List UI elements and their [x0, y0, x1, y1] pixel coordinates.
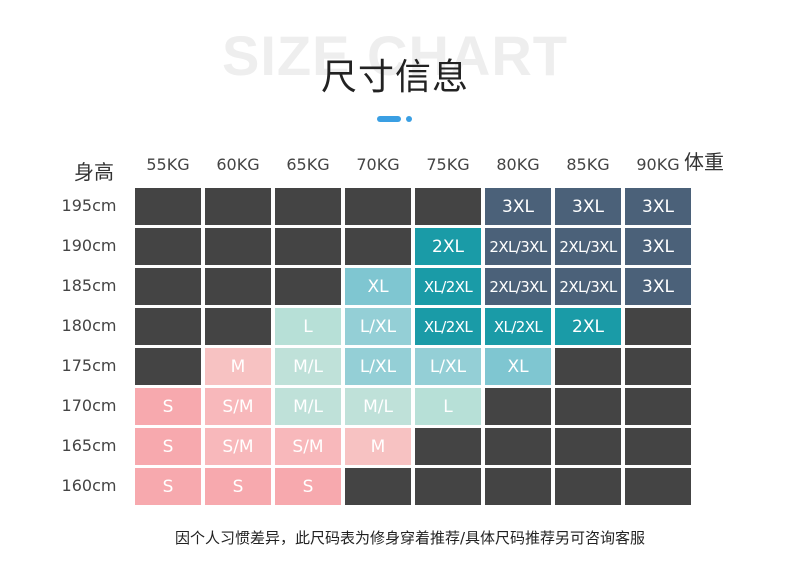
empty-cell: [205, 268, 271, 305]
weight-label: 75KG: [426, 155, 470, 174]
size-cell: S: [275, 468, 341, 505]
size-cell: L: [415, 388, 481, 425]
weight-label: 55KG: [146, 155, 190, 174]
empty-cell: [205, 228, 271, 265]
size-cell: L/XL: [415, 348, 481, 385]
size-cell: S: [205, 468, 271, 505]
size-cell: XL: [485, 348, 551, 385]
empty-cell: [625, 348, 691, 385]
empty-cell: [625, 468, 691, 505]
size-cell: L: [275, 308, 341, 345]
size-cell: S: [135, 428, 201, 465]
height-label: 180cm: [61, 316, 117, 335]
empty-cell: [135, 228, 201, 265]
height-axis-label: 身高: [74, 160, 114, 184]
empty-cell: [555, 428, 621, 465]
size-cell: XL: [345, 268, 411, 305]
weight-label: 85KG: [566, 155, 610, 174]
empty-cell: [205, 188, 271, 225]
size-cell: 2XL: [555, 308, 621, 345]
size-cell: 2XL/3XL: [485, 268, 551, 305]
empty-cell: [135, 268, 201, 305]
empty-cell: [485, 468, 551, 505]
weight-label: 60KG: [216, 155, 260, 174]
empty-cell: [555, 468, 621, 505]
title-underline-bar: [377, 116, 401, 122]
size-cell: 2XL/3XL: [555, 268, 621, 305]
empty-cell: [625, 308, 691, 345]
size-cell: XL/2XL: [485, 308, 551, 345]
empty-cell: [275, 188, 341, 225]
size-cell: M/L: [345, 388, 411, 425]
size-cell: L/XL: [345, 308, 411, 345]
size-cell: 2XL: [415, 228, 481, 265]
size-cell: S: [135, 468, 201, 505]
weight-label: 90KG: [636, 155, 680, 174]
empty-cell: [205, 308, 271, 345]
empty-cell: [345, 228, 411, 265]
empty-cell: [135, 308, 201, 345]
empty-cell: [135, 188, 201, 225]
empty-cell: [485, 428, 551, 465]
height-label: 185cm: [61, 276, 117, 295]
size-cell: XL/2XL: [415, 268, 481, 305]
size-cell: 2XL/3XL: [555, 228, 621, 265]
height-label: 195cm: [61, 196, 117, 215]
size-cell: M/L: [275, 348, 341, 385]
size-cell: XL/2XL: [415, 308, 481, 345]
empty-cell: [555, 348, 621, 385]
size-cell: 2XL/3XL: [485, 228, 551, 265]
title-underline-dot: [406, 116, 412, 122]
empty-cell: [415, 428, 481, 465]
weight-axis-label: 体重: [684, 150, 724, 174]
weight-label: 80KG: [496, 155, 540, 174]
size-cell: 3XL: [625, 188, 691, 225]
empty-cell: [415, 468, 481, 505]
size-cell: 3XL: [625, 228, 691, 265]
height-label: 165cm: [61, 436, 117, 455]
height-label: 190cm: [61, 236, 117, 255]
empty-cell: [345, 468, 411, 505]
size-cell: 3XL: [625, 268, 691, 305]
empty-cell: [625, 428, 691, 465]
background-title: SIZE CHART: [222, 24, 568, 87]
footer-note: 因个人习惯差异，此尺码表为修身穿着推荐/具体尺码推荐另可咨询客服: [174, 529, 646, 547]
size-cell: M/L: [275, 388, 341, 425]
size-cell: M: [345, 428, 411, 465]
height-label: 170cm: [61, 396, 117, 415]
size-cell: 3XL: [485, 188, 551, 225]
size-cell: L/XL: [345, 348, 411, 385]
empty-cell: [345, 188, 411, 225]
size-cell: S: [135, 388, 201, 425]
size-cell: S/M: [205, 388, 271, 425]
size-cell: 3XL: [555, 188, 621, 225]
height-label: 160cm: [61, 476, 117, 495]
size-cell: M: [205, 348, 271, 385]
size-cell: S/M: [275, 428, 341, 465]
page-title: 尺寸信息: [320, 57, 469, 98]
empty-cell: [135, 348, 201, 385]
size-cell: S/M: [205, 428, 271, 465]
empty-cell: [415, 188, 481, 225]
weight-label: 70KG: [356, 155, 400, 174]
empty-cell: [625, 388, 691, 425]
empty-cell: [275, 268, 341, 305]
empty-cell: [555, 388, 621, 425]
empty-cell: [485, 388, 551, 425]
empty-cell: [275, 228, 341, 265]
weight-label: 65KG: [286, 155, 330, 174]
height-label: 175cm: [61, 356, 117, 375]
